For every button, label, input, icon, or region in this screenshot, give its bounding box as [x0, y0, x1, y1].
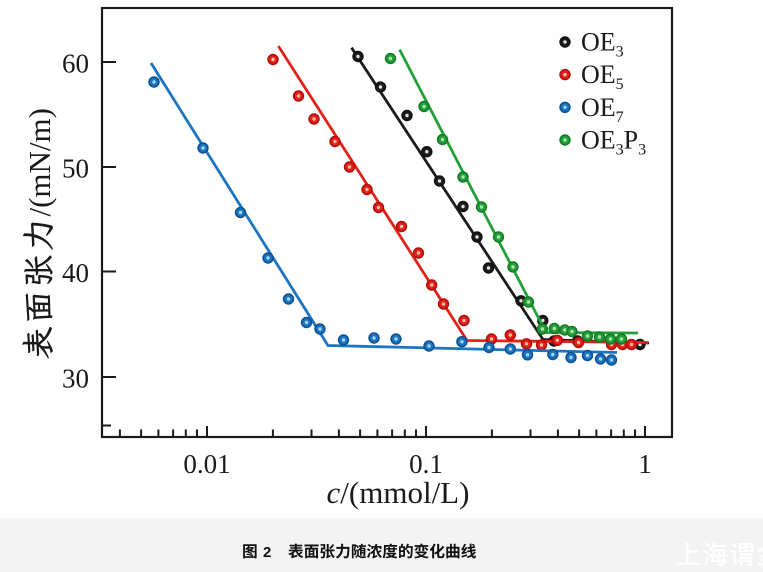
svg-text:c/(mmol/L): c/(mmol/L) [327, 475, 470, 510]
svg-text:/(mN/m): /(mN/m) [22, 108, 57, 217]
svg-text:OE5: OE5 [581, 60, 624, 93]
svg-text:1: 1 [638, 449, 652, 479]
svg-text:0.1: 0.1 [409, 449, 443, 479]
svg-text:OE3P3: OE3P3 [581, 126, 646, 159]
svg-text:40: 40 [62, 258, 89, 288]
svg-text:30: 30 [62, 364, 89, 394]
svg-text:50: 50 [62, 154, 89, 184]
svg-text:60: 60 [62, 49, 89, 79]
svg-text:2: 2 [263, 544, 271, 561]
svg-text:0.01: 0.01 [183, 449, 230, 479]
